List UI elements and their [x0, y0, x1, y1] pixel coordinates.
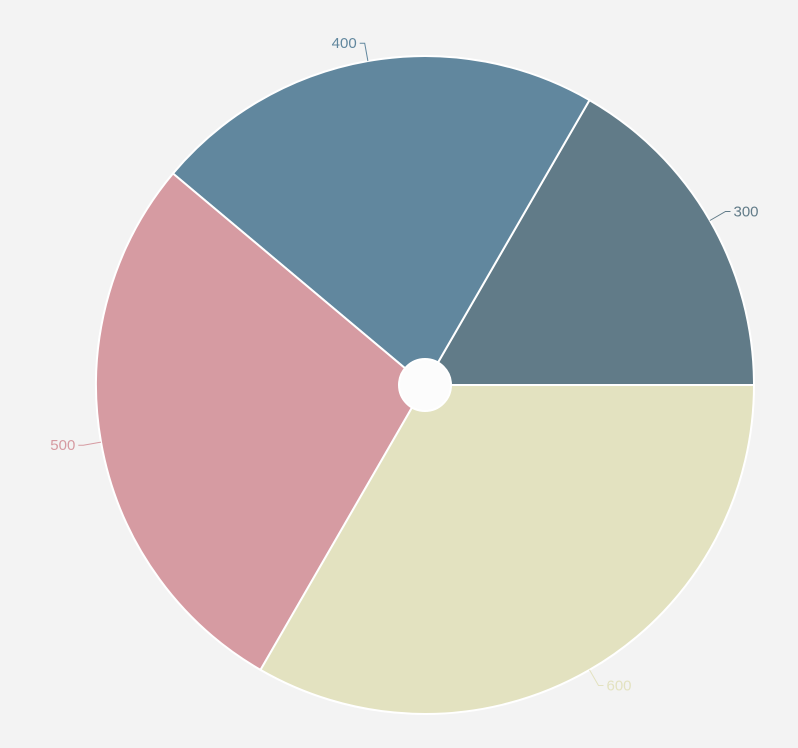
slice-label-600: 600	[607, 677, 632, 694]
pie-slice-300[interactable]	[424, 99, 755, 386]
pie-slice-500[interactable]	[95, 172, 426, 671]
label-line-400	[359, 42, 369, 62]
label-line-600	[589, 669, 604, 686]
slice-label-500: 500	[50, 437, 75, 454]
pie-slice-400[interactable]	[172, 55, 591, 386]
donut-hole	[398, 358, 452, 412]
label-line-300	[709, 211, 731, 221]
slice-label-400: 400	[332, 35, 357, 52]
slice-label-300: 300	[734, 203, 759, 220]
pie-slice-600[interactable]	[259, 384, 755, 715]
label-line-500	[78, 441, 102, 446]
